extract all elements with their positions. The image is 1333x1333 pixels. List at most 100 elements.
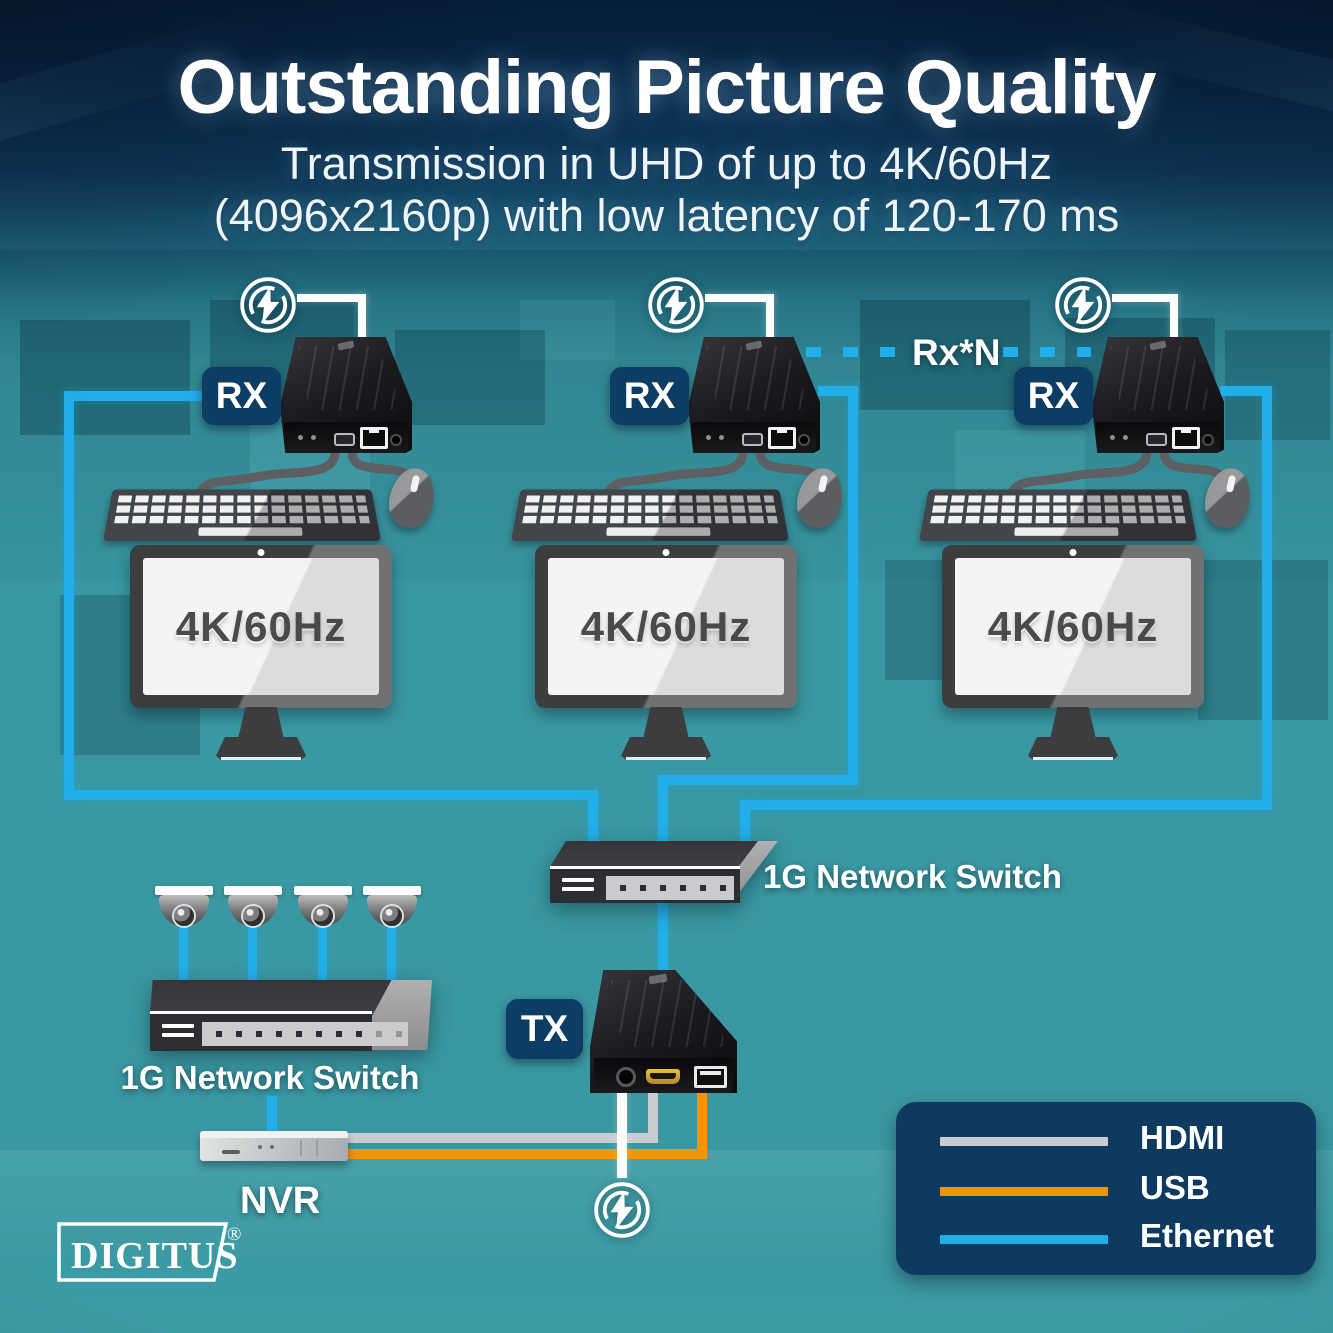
nvr-device (200, 1131, 348, 1161)
monitor-stand-neck (1050, 707, 1096, 739)
keyboard-keys (930, 493, 1186, 524)
power-cable (297, 294, 366, 302)
rx-badge: RX (610, 367, 689, 425)
usb-port (333, 433, 355, 446)
monitor-stand-base (1028, 737, 1118, 760)
main-switch-label: 1G Network Switch (763, 858, 1062, 895)
ethernet-port (1171, 427, 1200, 449)
keyboard (511, 489, 789, 541)
tx-extender-device (590, 970, 737, 1093)
dome-camera (224, 886, 282, 928)
rx-n-dashed-line (806, 347, 910, 357)
switch-top-face (550, 841, 778, 867)
camera-mount-bar (224, 886, 282, 895)
camera-ethernet-cable (248, 922, 257, 988)
switch-front-panel (550, 866, 740, 903)
monitor-screen: 4K/60Hz (143, 558, 379, 695)
keyboard-keys (522, 493, 778, 524)
page-title: Outstanding Picture Quality (177, 45, 1157, 130)
power-jack (390, 434, 403, 446)
monitor-stand-base (216, 737, 306, 760)
device-vents (1110, 346, 1217, 411)
led-indicator (297, 435, 303, 440)
digitus-logo-text: DIGITUS (71, 1235, 239, 1277)
power-jack (616, 1067, 637, 1087)
camera-mount-bar (294, 886, 352, 895)
ethernet-cable-rx3 (1262, 386, 1272, 810)
camera-mount-bar (155, 886, 213, 895)
hdmi-cable (347, 1133, 658, 1143)
camera-ethernet-cable (318, 922, 327, 988)
ethernet-cable-rx1 (64, 790, 598, 800)
led-indicator (1109, 435, 1115, 440)
monitor-frame: 4K/60Hz (130, 545, 392, 708)
keyboard (919, 489, 1197, 541)
legend-ethernet-swatch (940, 1235, 1108, 1244)
power-jack (798, 434, 811, 446)
monitor: 4K/60Hz (942, 545, 1204, 763)
monitor-screen: 4K/60Hz (955, 558, 1191, 695)
camera-ethernet-cable (387, 922, 396, 988)
keyboard-spacebar (197, 527, 303, 536)
camera-switch-label: 1G Network Switch (120, 1059, 420, 1096)
ethernet-cable-rx1 (588, 790, 598, 868)
nvr-button (270, 1145, 274, 1149)
camera-mount-bar (363, 886, 421, 895)
power-icon (648, 277, 704, 333)
led-indicator (718, 435, 724, 440)
digitus-logo: DIGITUS ® (57, 1222, 241, 1282)
device-front-panel (1095, 422, 1221, 453)
dome-camera (155, 886, 213, 928)
device-front-panel (691, 422, 817, 453)
camera-lens (311, 904, 335, 928)
monitor-resolution-label: 4K/60Hz (580, 602, 752, 650)
power-icon (594, 1182, 650, 1238)
led-indicator (310, 435, 316, 440)
tx-badge: TX (506, 999, 583, 1059)
usb-port (694, 1066, 728, 1088)
power-cable (617, 1085, 627, 1178)
monitor-stand-neck (238, 707, 284, 739)
hdmi-cable (648, 1085, 658, 1143)
camera-network-switch (148, 980, 432, 1051)
camera-lens (172, 904, 196, 928)
nvr-label: NVR (240, 1180, 321, 1222)
hdmi-port (646, 1069, 681, 1084)
ethernet-port (359, 427, 388, 449)
device-front-panel (594, 1058, 733, 1093)
led-indicator (705, 435, 711, 440)
webcam-dot-icon (1069, 549, 1077, 556)
camera-lens (241, 904, 265, 928)
ethernet-cable-rx3 (1220, 386, 1272, 396)
monitor-screen: 4K/60Hz (548, 558, 784, 695)
webcam-dot-icon (257, 549, 265, 556)
power-cable (1112, 294, 1178, 302)
monitor-frame: 4K/60Hz (535, 545, 797, 708)
ethernet-cable-rx1 (64, 391, 74, 800)
device-front-panel (283, 422, 409, 453)
ethernet-cable-rx2 (848, 386, 858, 785)
rx-badge: RX (1014, 367, 1093, 425)
switch-top-face (150, 980, 422, 1012)
power-cable (358, 294, 366, 340)
rx-n-dashed-line (1003, 347, 1091, 357)
rx-extender-device (688, 337, 820, 453)
power-icon (1055, 277, 1111, 333)
legend-hdmi-swatch (940, 1137, 1108, 1146)
switch-front-panel (150, 1011, 408, 1051)
monitor-resolution-label: 4K/60Hz (175, 602, 347, 650)
rx-station-1: RX 4K/60Hz (0, 270, 460, 770)
usb-cable (697, 1085, 707, 1159)
legend: HDMI USB Ethernet (896, 1102, 1316, 1275)
registered-trademark-icon: ® (227, 1224, 241, 1245)
keyboard-spacebar (1013, 527, 1119, 536)
usb-cable (347, 1149, 707, 1159)
monitor-stand-neck (643, 707, 689, 739)
led-indicator (1122, 435, 1128, 440)
dome-camera (363, 886, 421, 928)
keyboard-spacebar (605, 527, 711, 536)
keyboard (103, 489, 381, 541)
nvr-seams (286, 1140, 322, 1156)
switch-ports (202, 1022, 408, 1046)
